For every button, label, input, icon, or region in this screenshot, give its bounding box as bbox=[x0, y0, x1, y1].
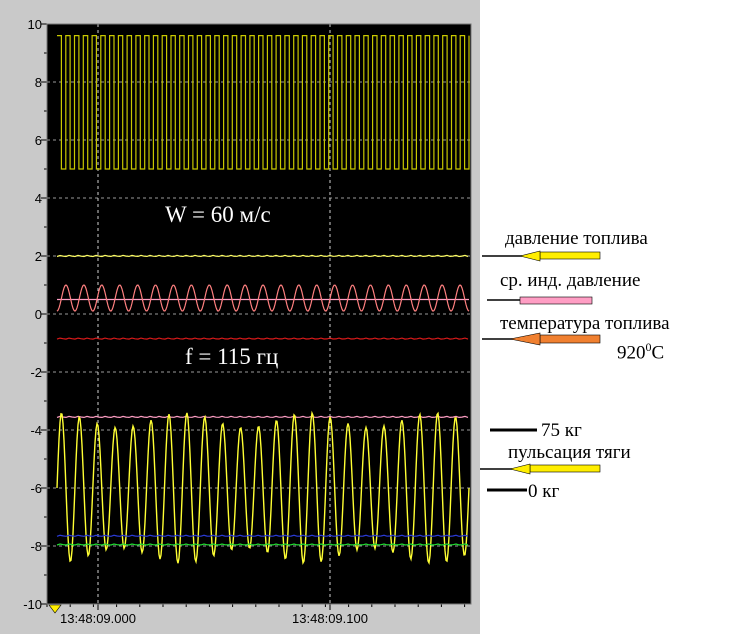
x-tick-label: 13:48:09.100 bbox=[292, 611, 368, 626]
y-tick-label: 10 bbox=[28, 17, 42, 32]
cursor-marker bbox=[48, 604, 62, 614]
y-tick-label: -4 bbox=[30, 423, 42, 438]
series-square-wave bbox=[57, 35, 470, 170]
marker-thrust-pulsation bbox=[480, 463, 601, 475]
series-0-кг bbox=[56, 543, 469, 546]
series-blue_line bbox=[56, 534, 469, 537]
plot-border bbox=[46, 23, 472, 605]
label-fuel-pressure: давление топлива bbox=[505, 228, 648, 249]
series-температура-топлива bbox=[56, 337, 469, 340]
y-tick-label: 0 bbox=[35, 307, 42, 322]
x-tick-label: 13:48:09.000 bbox=[60, 611, 136, 626]
label-thrust-pulsation: пульсация тяги bbox=[508, 442, 631, 463]
annotation-frequency: f = 115 гц bbox=[185, 344, 279, 369]
y-tick-label: 8 bbox=[35, 75, 42, 90]
y-tick-label: 2 bbox=[35, 249, 42, 264]
marker-fuel-pressure bbox=[482, 250, 601, 262]
label-fuel-temperature: температура топлива bbox=[500, 313, 670, 334]
y-tick-label: -10 bbox=[23, 597, 42, 612]
series-thrust-pulsation bbox=[56, 410, 470, 566]
label-load-75: 75 кг bbox=[541, 420, 582, 441]
y-tick-label: -6 bbox=[30, 481, 42, 496]
y-tick-label: 6 bbox=[35, 133, 42, 148]
series-давление-топлива bbox=[56, 254, 469, 258]
marker-mean-pressure bbox=[487, 296, 593, 305]
series-75-кг bbox=[56, 415, 469, 419]
y-tick-label: -2 bbox=[30, 365, 42, 380]
annotation-speed: W = 60 м/с bbox=[165, 202, 271, 227]
label-mean-pressure: ср. инд. давление bbox=[500, 270, 641, 291]
label-load-0: 0 кг bbox=[528, 481, 560, 502]
series-mean-pressure bbox=[56, 284, 470, 312]
chart-svg: 10 8 6 4 2 0 -2 -4 -6 -8 -10 13:48:09.000 13:48:09.1… bbox=[23, 17, 472, 626]
y-tick-label: -8 bbox=[30, 539, 42, 554]
label-fuel-temperature-value: 9200C bbox=[617, 340, 665, 364]
y-tick-label: 4 bbox=[35, 191, 42, 206]
